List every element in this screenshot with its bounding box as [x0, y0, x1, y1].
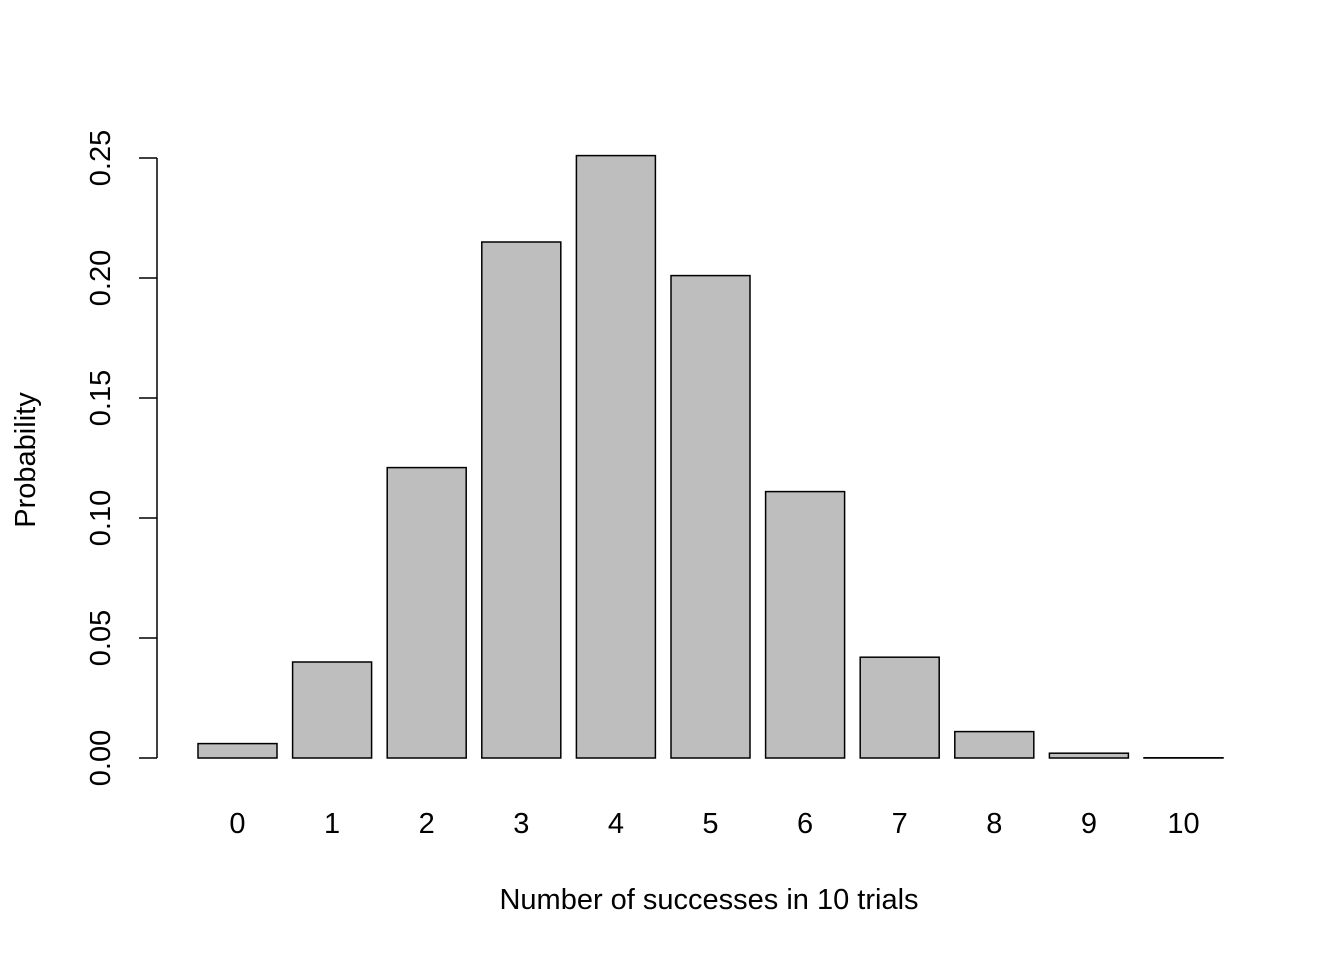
bars-group [198, 156, 1223, 758]
x-tick-label: 6 [797, 808, 813, 840]
x-tick-label: 3 [513, 808, 529, 840]
y-tick-label: 0.00 [85, 730, 117, 786]
y-axis-label: Probability [10, 392, 42, 528]
bar-5 [671, 276, 750, 758]
bar-9 [1049, 753, 1128, 758]
x-tick-label: 10 [1167, 808, 1199, 840]
x-tick-label: 4 [608, 808, 624, 840]
y-axis: 0.00 0.05 0.10 0.15 0.20 0.25 [85, 130, 157, 786]
x-tick-label: 8 [986, 808, 1002, 840]
bar-4 [576, 156, 655, 758]
x-tick-label: 7 [892, 808, 908, 840]
bar-1 [293, 662, 372, 758]
y-tick-label: 0.05 [85, 610, 117, 666]
x-tick-label: 0 [229, 808, 245, 840]
y-tick-label: 0.20 [85, 250, 117, 306]
bar-3 [482, 242, 561, 758]
y-tick-label: 0.15 [85, 370, 117, 426]
x-axis-label: Number of successes in 10 trials [499, 884, 918, 916]
bar-0 [198, 744, 277, 758]
x-tick-labels: 0 1 2 3 4 5 6 7 8 9 10 [229, 808, 1199, 840]
x-tick-label: 2 [419, 808, 435, 840]
x-tick-label: 9 [1081, 808, 1097, 840]
bar-6 [766, 492, 845, 758]
x-tick-label: 5 [702, 808, 718, 840]
y-tick-label: 0.25 [85, 130, 117, 186]
bar-2 [387, 468, 466, 758]
y-tick-label: 0.10 [85, 490, 117, 546]
x-tick-label: 1 [324, 808, 340, 840]
bar-8 [955, 732, 1034, 758]
bar-7 [860, 657, 939, 758]
